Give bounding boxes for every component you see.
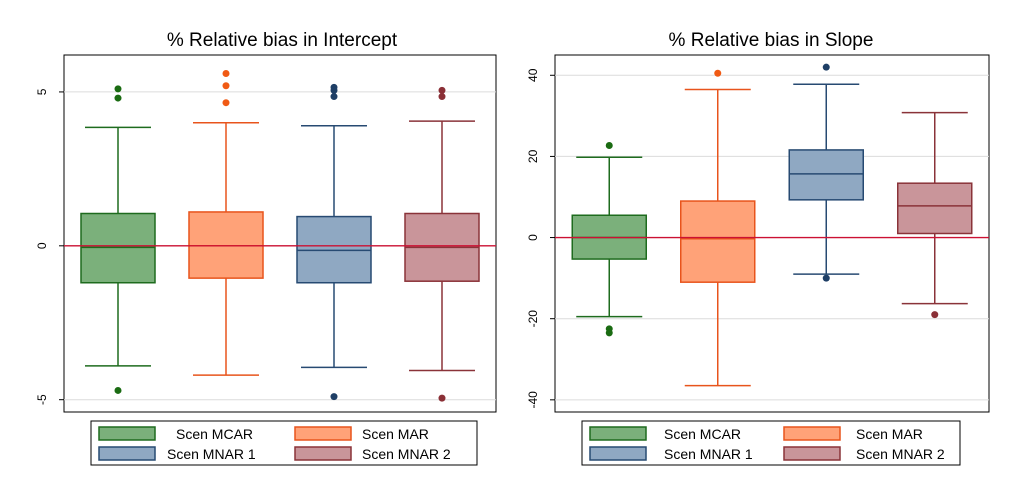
slope-y-tick-label: 20 — [526, 149, 540, 163]
slope-y-tick-label: 40 — [526, 68, 540, 82]
legend-key-mnar2 — [294, 446, 352, 461]
legend-key-mnar1 — [589, 446, 647, 461]
iqr-box — [188, 211, 264, 279]
outlier-point — [114, 94, 122, 102]
legend-key-mcar — [98, 426, 156, 441]
intercept-y-tick-label: 0 — [35, 242, 49, 249]
iqr-box — [296, 215, 372, 284]
slope-chart-title: % Relative bias in Slope — [669, 30, 874, 51]
legend-key-mar — [294, 426, 352, 441]
slope-legend: Scen MCAR Scen MAR Scen MNAR 1 Scen MNAR… — [581, 420, 961, 466]
intercept-box-mar — [188, 69, 264, 376]
legend-key-mar — [783, 426, 841, 441]
outlier-point — [438, 93, 446, 101]
outlier-point — [438, 394, 446, 402]
legend-label-mar: Scen MAR — [856, 426, 923, 442]
outlier-point — [822, 63, 830, 71]
intercept-box-mnar1 — [296, 83, 372, 401]
legend-label-mnar1: Scen MNAR 1 — [664, 446, 753, 462]
outlier-point — [438, 86, 446, 94]
legend-label-mcar: Scen MCAR — [176, 426, 253, 442]
intercept-legend: Scen MCAR Scen MAR Scen MNAR 1 Scen MNAR… — [90, 420, 478, 466]
legend-key-mnar2 — [783, 446, 841, 461]
outlier-point — [222, 69, 230, 77]
intercept-y-tick-label: 5 — [35, 88, 49, 95]
intercept-y-tick-label: -5 — [35, 394, 49, 405]
intercept-plot-content: -5 0 5 — [35, 69, 496, 405]
legend-label-mnar2: Scen MNAR 2 — [856, 446, 945, 462]
slope-panel: % Relative bias in Slope -40 -20 0 20 40 Sce… — [526, 30, 990, 466]
iqr-box — [680, 200, 756, 283]
legend-label-mnar1: Scen MNAR 1 — [167, 446, 256, 462]
legend-label-mnar2: Scen MNAR 2 — [362, 446, 451, 462]
slope-box-mnar1 — [788, 63, 864, 282]
outlier-point — [714, 69, 722, 77]
iqr-box — [80, 212, 156, 284]
outlier-point — [931, 311, 939, 319]
outlier-point — [114, 85, 122, 93]
iqr-box — [788, 149, 864, 201]
iqr-box — [897, 182, 973, 235]
outlier-point — [330, 86, 338, 94]
outlier-point — [114, 386, 122, 394]
legend-label-mcar: Scen MCAR — [664, 426, 741, 442]
outlier-point — [605, 141, 613, 149]
legend-label-mar: Scen MAR — [362, 426, 429, 442]
slope-y-tick-label: 0 — [526, 234, 540, 241]
intercept-panel: % Relative bias in Intercept -5 0 5 Scen M… — [35, 30, 497, 466]
outlier-point — [330, 393, 338, 401]
outlier-point — [605, 329, 613, 337]
outlier-point — [222, 82, 230, 90]
slope-box-mar — [680, 69, 756, 387]
outlier-point — [330, 93, 338, 101]
intercept-box-mnar2 — [404, 86, 480, 402]
outlier-point — [222, 99, 230, 107]
slope-plot-content: -40 -20 0 20 40 — [526, 63, 989, 409]
intercept-box-mcar — [80, 85, 156, 394]
outlier-point — [822, 274, 830, 282]
slope-box-mnar2 — [897, 111, 973, 319]
slope-y-tick-label: -40 — [526, 391, 540, 409]
intercept-chart-title: % Relative bias in Intercept — [167, 30, 398, 51]
legend-key-mcar — [589, 426, 647, 441]
slope-y-tick-label: -20 — [526, 310, 540, 328]
legend-key-mnar1 — [98, 446, 156, 461]
